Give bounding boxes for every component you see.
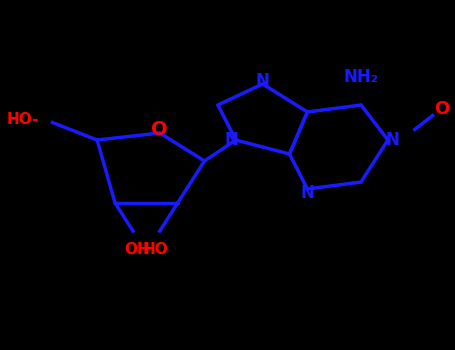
Text: NH₂: NH₂ xyxy=(344,68,379,86)
Text: OH: OH xyxy=(125,241,150,257)
Text: O: O xyxy=(152,120,168,139)
Text: HO-: HO- xyxy=(7,112,39,126)
Text: O: O xyxy=(434,99,449,118)
Text: N: N xyxy=(224,131,238,149)
Text: HO: HO xyxy=(142,241,168,257)
Text: N: N xyxy=(256,71,270,90)
Text: N: N xyxy=(385,131,399,149)
Text: N: N xyxy=(300,183,314,202)
